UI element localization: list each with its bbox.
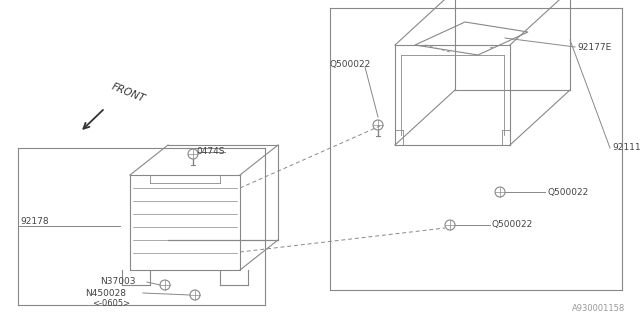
Text: FRONT: FRONT [110,81,147,104]
Text: 92111B: 92111B [612,143,640,153]
Text: 92177E: 92177E [577,43,611,52]
Text: Q500022: Q500022 [547,188,588,196]
Text: N37003: N37003 [100,277,136,286]
Text: N450028: N450028 [85,289,126,298]
Text: A930001158: A930001158 [572,304,625,313]
Text: Q500022: Q500022 [330,60,371,69]
Text: 92178: 92178 [20,218,49,227]
Text: Q500022: Q500022 [492,220,533,229]
Text: <-0605>: <-0605> [92,299,130,308]
Text: 0474S: 0474S [196,148,225,156]
